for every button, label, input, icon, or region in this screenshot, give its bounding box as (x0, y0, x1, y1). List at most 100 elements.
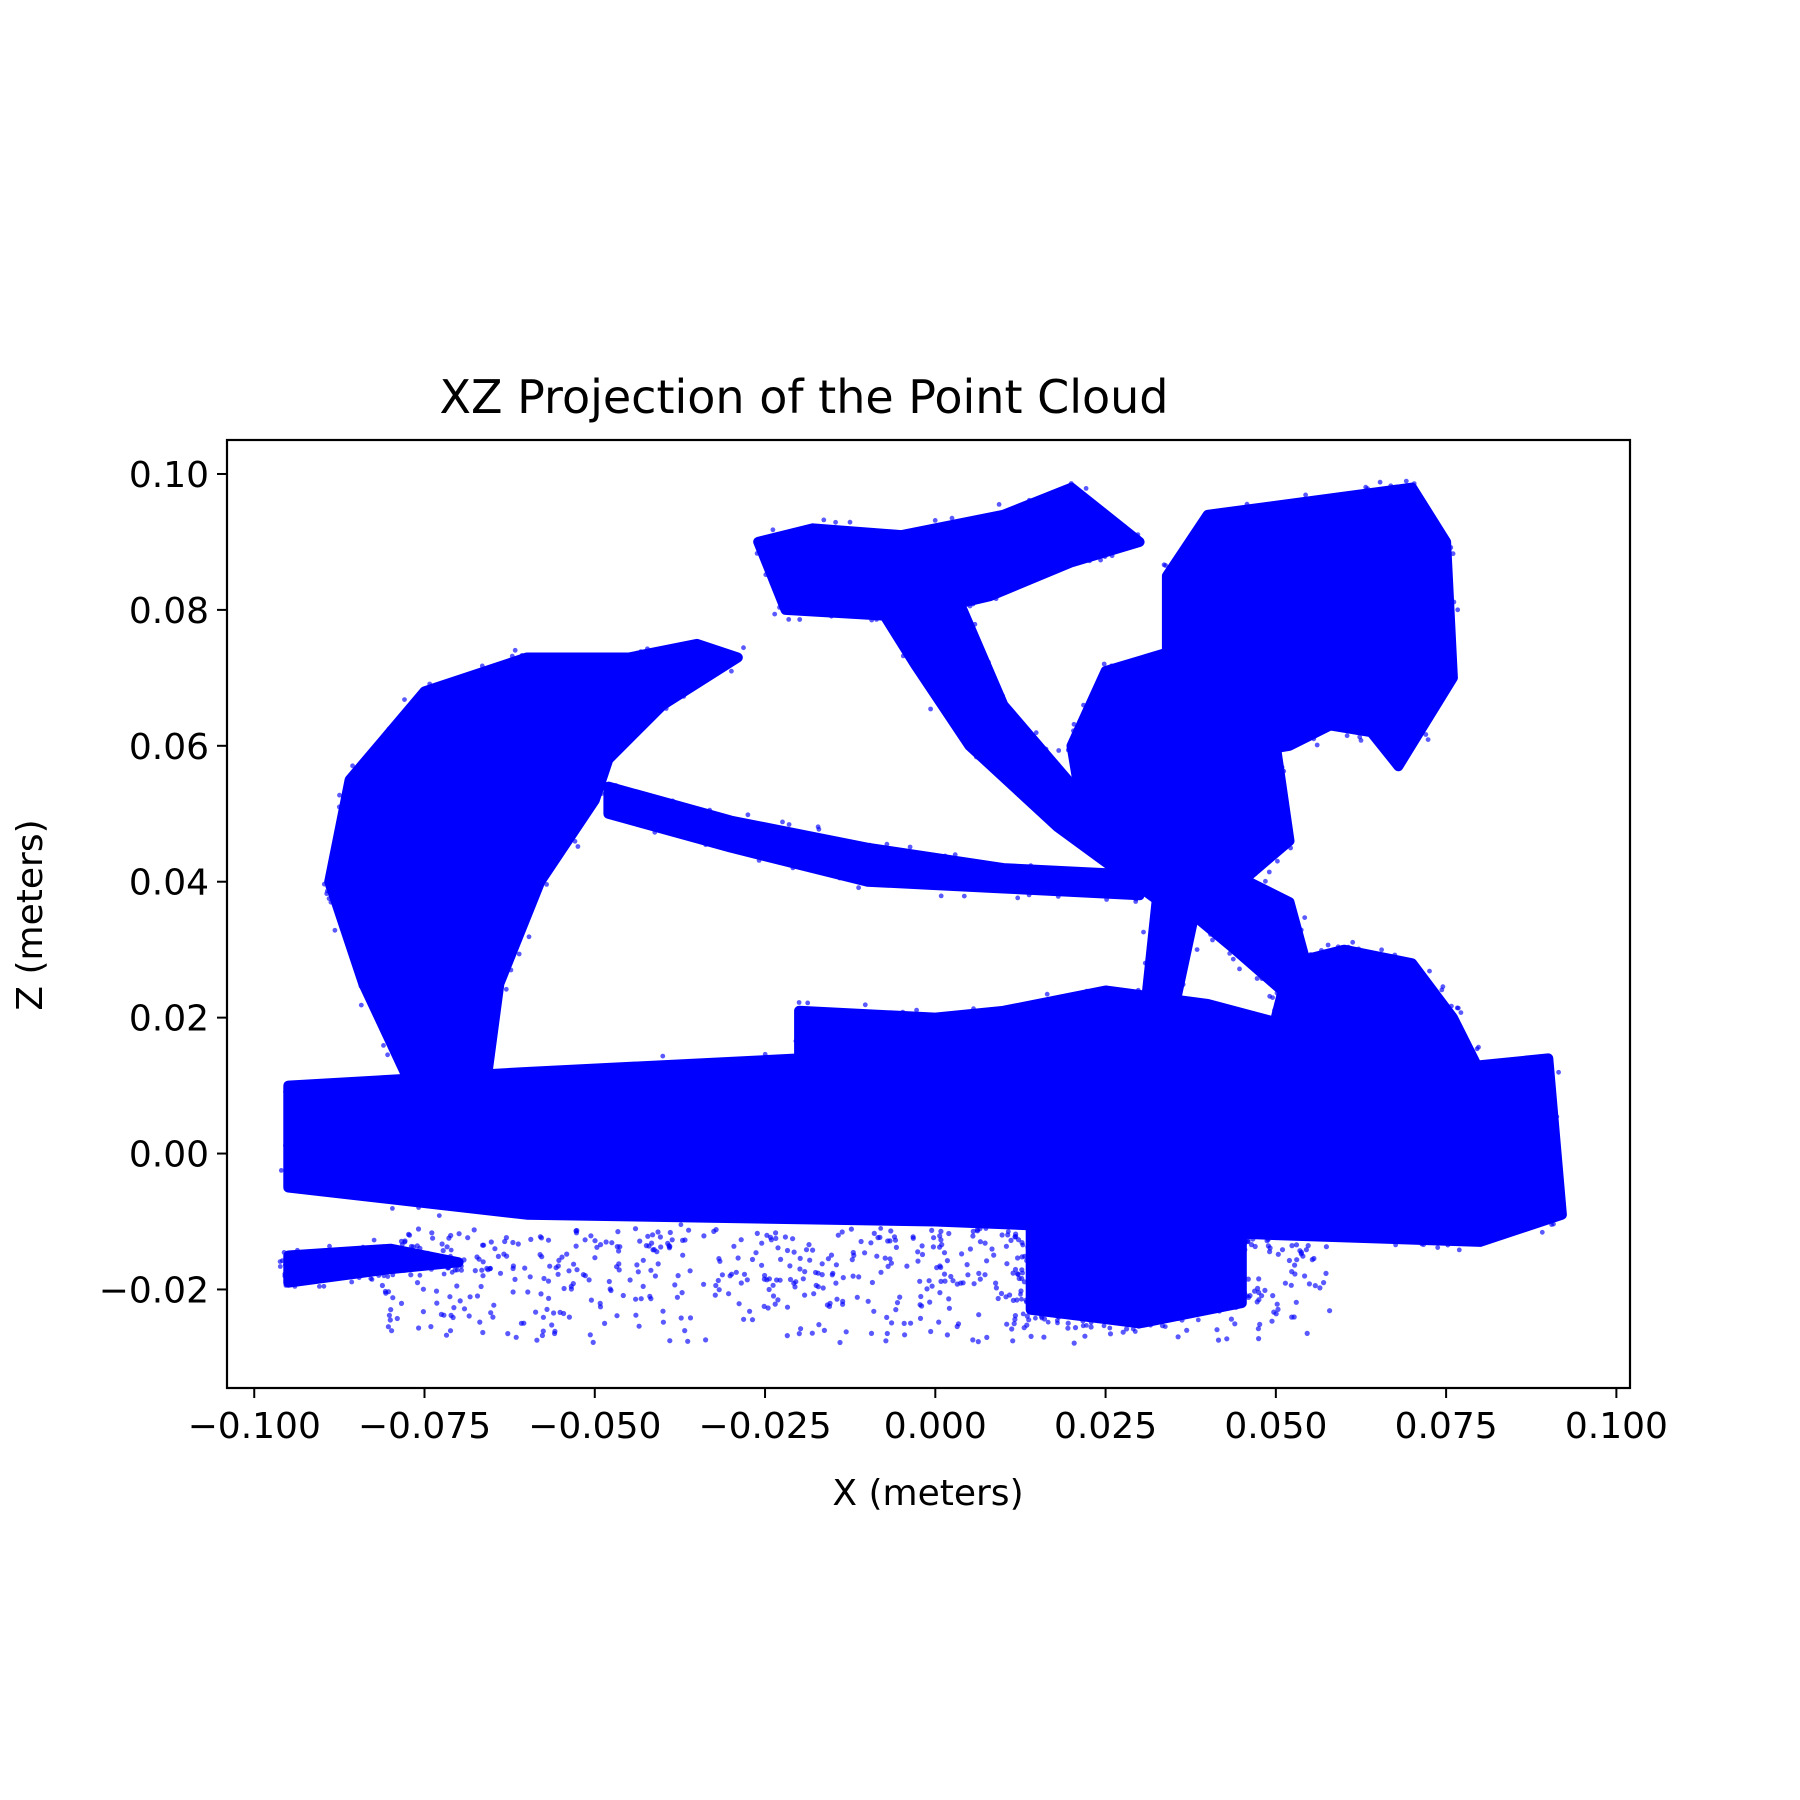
scatter-point (1104, 1318, 1109, 1323)
scatter-point (358, 1002, 364, 1008)
scatter-point (435, 1259, 440, 1265)
scatter-point (847, 519, 853, 525)
point-cloud-scatter-dots (277, 478, 1561, 1346)
scatter-point (1293, 1242, 1300, 1248)
scatter-point (386, 726, 392, 732)
scatter-point (1232, 668, 1238, 673)
scatter-point (502, 1238, 508, 1245)
scatter-point (1303, 492, 1308, 498)
scatter-point (1218, 755, 1224, 761)
scatter-point (615, 655, 621, 661)
scatter-point (544, 1306, 550, 1312)
scatter-point (1372, 734, 1378, 739)
scatter-point (1162, 1310, 1168, 1315)
scatter-point (1134, 892, 1140, 898)
scatter-point (675, 1273, 681, 1279)
scatter-point (1003, 1243, 1010, 1249)
scatter-point (1356, 946, 1362, 952)
scatter-point (1119, 840, 1125, 845)
scatter-point (480, 1329, 486, 1336)
scatter-point (1139, 1239, 1146, 1245)
scatter-point (754, 551, 760, 556)
scatter-point (1551, 1221, 1556, 1227)
scatter-point (1247, 951, 1252, 956)
scatter-point (1033, 1315, 1038, 1321)
scatter-point (1164, 993, 1170, 998)
scatter-point (1316, 1031, 1322, 1037)
scatter-point (1187, 1280, 1193, 1286)
scatter-point (1308, 952, 1313, 957)
scatter-point (938, 1264, 944, 1270)
scatter-point (1283, 1049, 1289, 1055)
scatter-point (745, 1208, 751, 1213)
scatter-point (993, 1285, 1000, 1291)
scatter-point (1243, 671, 1249, 677)
scatter-point (946, 1230, 952, 1237)
y-axis-label: Z (meters) (10, 819, 51, 1010)
scatter-point (527, 1274, 533, 1280)
scatter-point (623, 796, 628, 801)
scatter-point (948, 704, 953, 709)
scatter-point (551, 1310, 557, 1316)
scatter-point (635, 1269, 641, 1275)
scatter-point (447, 1294, 453, 1300)
scatter-point (1067, 1298, 1073, 1304)
scatter-point (970, 1228, 976, 1234)
scatter-point (1140, 999, 1145, 1005)
scatter-point (315, 1271, 321, 1277)
scatter-point (1368, 1231, 1374, 1237)
scatter-point (526, 934, 532, 940)
scatter-point (477, 1319, 483, 1325)
scatter-point (564, 1251, 570, 1257)
scatter-point (1263, 1231, 1269, 1237)
scatter-point (648, 1296, 654, 1302)
scatter-point (420, 1309, 426, 1315)
scatter-point (1170, 1079, 1176, 1085)
scatter-point (1300, 1229, 1305, 1235)
scatter-point (1012, 1313, 1019, 1319)
scatter-point (980, 1042, 986, 1048)
scatter-point (946, 1296, 952, 1302)
scatter-point (1314, 742, 1320, 748)
scatter-point (409, 1194, 414, 1200)
scatter-point (1062, 1239, 1068, 1245)
scatter-point (1283, 1003, 1289, 1009)
scatter-point (996, 502, 1002, 507)
scatter-point (887, 1256, 893, 1262)
scatter-point (1138, 1289, 1144, 1295)
scatter-point (283, 1143, 288, 1148)
scatter-point (712, 1292, 718, 1298)
scatter-point (782, 1234, 789, 1240)
scatter-point (1443, 1238, 1449, 1244)
scatter-point (772, 1301, 778, 1307)
scatter-point (1302, 915, 1308, 920)
scatter-point (1250, 1236, 1256, 1242)
scatter-point (454, 1261, 460, 1267)
scatter-point (984, 680, 989, 686)
scatter-point (1393, 967, 1399, 972)
scatter-point (1131, 1304, 1137, 1310)
scatter-point (1175, 1227, 1181, 1233)
scatter-point (1402, 1068, 1408, 1074)
scatter-point (1042, 1249, 1049, 1255)
scatter-point (1002, 1018, 1008, 1023)
scatter-point (571, 1261, 577, 1267)
scatter-point (1156, 1230, 1162, 1236)
scatter-point (1156, 862, 1162, 867)
scatter-point (1444, 679, 1450, 684)
scatter-point (682, 1328, 688, 1334)
scatter-point (613, 783, 619, 788)
scatter-point (1218, 933, 1223, 939)
scatter-point (767, 545, 772, 551)
scatter-point (1270, 1024, 1275, 1029)
scatter-point (543, 659, 549, 665)
scatter-point (850, 1273, 856, 1279)
scatter-point (1332, 1026, 1338, 1032)
scatter-point (952, 852, 958, 858)
scatter-point (700, 809, 705, 815)
scatter-point (1248, 1228, 1254, 1234)
scatter-point (1485, 1239, 1491, 1244)
scatter-point (321, 881, 327, 887)
scatter-point (970, 1233, 976, 1239)
scatter-point (1237, 1235, 1243, 1241)
